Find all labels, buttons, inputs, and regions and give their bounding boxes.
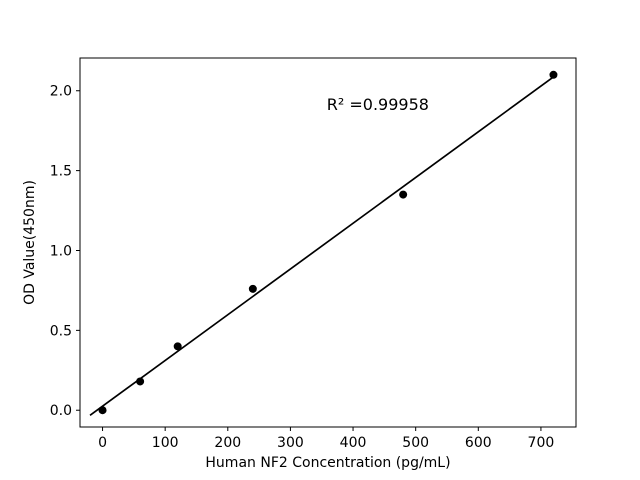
- axes-frame: [79, 57, 577, 428]
- x-tick-label: 500: [402, 435, 429, 451]
- y-tick-label: 0.5: [50, 323, 72, 339]
- data-point: [136, 377, 145, 386]
- data-point: [399, 190, 408, 199]
- x-tick-label: 100: [152, 435, 179, 451]
- x-tick-label: 300: [277, 435, 304, 451]
- data-point: [98, 406, 107, 415]
- x-axis-label: Human NF2 Concentration (pg/mL): [205, 455, 450, 471]
- fit-line: [89, 76, 554, 417]
- x-tick-label: 0: [98, 435, 107, 451]
- x-tick-label: 400: [340, 435, 367, 451]
- y-tick-label: 1.5: [50, 164, 72, 180]
- x-tick-label: 700: [528, 435, 555, 451]
- y-tick-label: 1.0: [50, 243, 72, 259]
- y-tick-label: 2.0: [50, 84, 72, 100]
- data-point: [248, 284, 257, 293]
- x-tick-label: 200: [214, 435, 241, 451]
- x-tick-label: 600: [465, 435, 492, 451]
- data-point: [173, 342, 182, 351]
- r-squared-annotation: R² =0.99958: [327, 95, 429, 114]
- y-axis-label: OD Value(450nm): [22, 180, 38, 305]
- y-tick-label: 0.0: [50, 403, 72, 419]
- data-point: [549, 70, 558, 79]
